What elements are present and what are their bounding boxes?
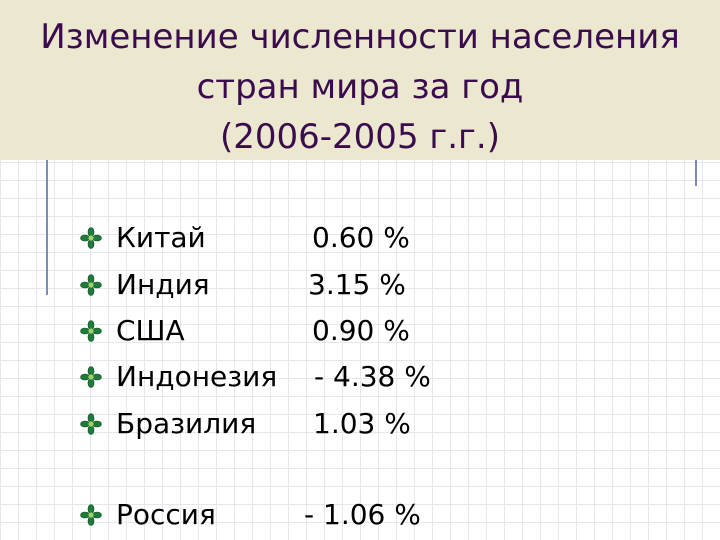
slide-title: Изменение численности населения стран ми… — [0, 12, 720, 162]
change-value: 0.90 % — [312, 314, 410, 347]
change-value: - 1.06 % — [304, 498, 421, 531]
country-label: Индия — [116, 268, 210, 301]
diamond-flower-icon — [80, 274, 102, 296]
change-value: 0.60 % — [312, 221, 410, 254]
change-value: - 4.38 % — [314, 360, 431, 393]
title-line-2: стран мира за год — [196, 67, 524, 107]
title-band — [0, 0, 720, 160]
decorative-vertical-line-left — [46, 160, 48, 295]
change-value: 1.03 % — [313, 407, 411, 440]
diamond-flower-icon — [80, 504, 102, 526]
diamond-flower-icon — [80, 227, 102, 249]
title-line-1: Изменение численности населения — [40, 17, 680, 57]
change-value: 3.15 % — [308, 268, 406, 301]
country-label: Китай — [116, 221, 206, 254]
decorative-vertical-line-right — [695, 160, 697, 186]
diamond-flower-icon — [80, 366, 102, 388]
country-label: Россия — [116, 498, 216, 531]
diamond-flower-icon — [80, 320, 102, 342]
country-label: Индонезия — [116, 360, 278, 393]
title-line-3: (2006-2005 г.г.) — [219, 117, 500, 157]
country-label: США — [116, 314, 185, 347]
diamond-flower-icon — [80, 413, 102, 435]
country-label: Бразилия — [116, 407, 257, 440]
